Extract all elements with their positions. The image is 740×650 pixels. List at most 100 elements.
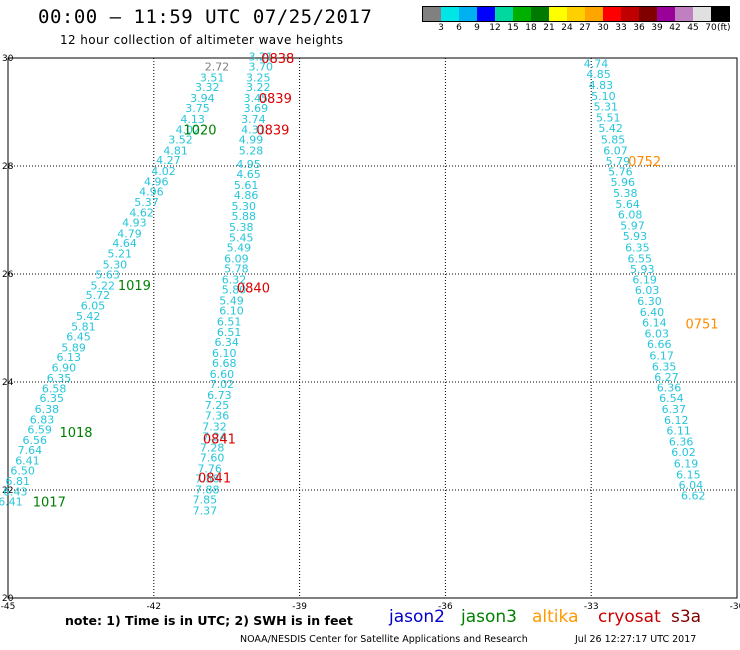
pass-time-label: 0752 (628, 155, 661, 170)
wave-height-value: 6.55 (628, 252, 653, 265)
wave-height-value: 5.79 (606, 155, 631, 168)
pass-time-label: 0841 (203, 433, 236, 448)
wave-height-value: 5.31 (594, 101, 619, 114)
wave-height-value: 6.43 (3, 486, 28, 499)
wave-height-value: 5.28 (239, 144, 264, 157)
wave-height-value: 6.68 (212, 357, 237, 370)
wave-height-value: 6.40 (640, 306, 665, 319)
pass-time-label: 1017 (33, 495, 66, 510)
pass-time-label: 0839 (259, 92, 292, 107)
wave-height-value: 6.08 (618, 209, 643, 222)
wave-height-value: 6.07 (603, 144, 628, 157)
wave-height-value: 5.21 (108, 247, 133, 260)
wave-height-value: 5.45 (229, 231, 254, 244)
wave-height-value: 6.03 (635, 284, 660, 297)
wave-height-value: 6.35 (625, 242, 650, 255)
colorbar-tick-label: 70 (705, 23, 717, 33)
colorbar-tick-label: 30 (597, 23, 609, 33)
colorbar-swatch (639, 7, 657, 21)
x-tick-label: -36 (438, 602, 453, 612)
colorbar-swatch (711, 7, 729, 21)
wave-height-value: 5.81 (71, 320, 96, 333)
wave-height-value: 3.21 (248, 50, 273, 63)
wave-height-value: 4.02 (151, 165, 176, 178)
wave-height-value: 6.41 (15, 454, 40, 467)
footer-note: note: 1) Time is in UTC; 2) SWH is in fe… (65, 613, 353, 628)
wave-height-value: 6.54 (659, 392, 684, 405)
wave-height-value: 6.59 (27, 424, 52, 437)
wave-height-value: 5.72 (86, 289, 111, 302)
wave-height-value: 7.37 (193, 505, 218, 518)
wave-height-value: 3.74 (241, 113, 266, 126)
pass-time-label: 1020 (183, 123, 216, 138)
pass-time-label: 0839 (256, 123, 289, 138)
colorbar-tick-label: 21 (543, 23, 555, 33)
wave-height-value: 6.17 (649, 350, 674, 363)
wave-height-value: 6.90 (52, 361, 77, 374)
wave-height-value: 5.88 (231, 210, 256, 223)
colorbar-swatch (531, 7, 549, 21)
pass-time-label: 0840 (237, 282, 270, 297)
colorbar-swatch (423, 7, 441, 21)
plot-frame (7, 57, 738, 599)
wave-height-value: 4.99 (239, 134, 264, 147)
wave-height-value: 3.70 (248, 61, 273, 74)
wave-height-value: 5.78 (224, 263, 249, 276)
colorbar-swatch (657, 7, 675, 21)
wave-height-value: 4.81 (163, 144, 188, 157)
wave-height-value: 5.96 (611, 176, 636, 189)
swh-colorbar (422, 6, 730, 22)
pass-time-label: 0841 (198, 472, 231, 487)
colorbar-swatch (585, 7, 603, 21)
wave-height-value: 4.65 (236, 168, 261, 181)
wave-height-value: 5.42 (76, 310, 101, 323)
wave-height-value: 6.35 (652, 360, 677, 373)
wave-height-value: 3.75 (185, 102, 210, 115)
y-tick-label: 30 (2, 54, 14, 64)
colorbar-swatch (693, 7, 711, 21)
wave-height-value: 5.49 (227, 242, 252, 255)
wave-height-value: 4.96 (144, 176, 169, 189)
y-tick-label: 20 (2, 594, 14, 604)
wave-height-value: 5.38 (229, 221, 254, 234)
y-tick-label: 24 (2, 378, 14, 388)
colorbar-tick-label: 42 (669, 23, 681, 33)
wave-height-value: 5.89 (61, 341, 86, 354)
x-tick-label: -30 (730, 602, 740, 612)
wave-height-value: 7.64 (18, 444, 43, 457)
wave-height-value: 4.95 (236, 158, 261, 171)
pass-time-label: 1018 (59, 426, 92, 441)
colorbar-tick-label: 24 (561, 23, 573, 33)
wave-height-value: 3.45 (244, 92, 269, 105)
wave-height-value: 5.63 (95, 269, 120, 282)
wave-height-value: 5.38 (613, 187, 638, 200)
wave-height-value: 5.30 (103, 258, 128, 271)
footer-timestamp: Jul 26 12:27:17 UTC 2017 (575, 634, 697, 645)
wave-height-value: 7.60 (200, 452, 225, 465)
legend-item-jason2: jason2 (389, 607, 445, 627)
wave-height-value: 5.30 (231, 200, 256, 213)
legend-item-altika: altika (532, 607, 579, 627)
legend-item-cryosat: cryosat (598, 607, 661, 627)
wave-height-value: 7.28 (200, 441, 225, 454)
wave-height-value: 6.36 (669, 435, 694, 448)
wave-height-value: 6.11 (666, 425, 691, 438)
wave-height-value: 2.72 (205, 61, 230, 74)
pass-time-label: 1019 (118, 279, 151, 294)
x-tick-label: -42 (146, 602, 161, 612)
wave-height-value: 5.42 (598, 122, 623, 135)
wave-height-value: 6.51 (217, 316, 242, 329)
wave-height-value: 6.13 (57, 351, 82, 364)
wave-height-value: 5.10 (591, 90, 616, 103)
wave-height-value: 6.14 (642, 317, 667, 330)
wave-height-value: 4.13 (180, 113, 205, 126)
wave-height-value: 6.10 (212, 347, 237, 360)
wave-height-value: 6.62 (681, 489, 706, 502)
wave-height-value: 7.25 (205, 399, 230, 412)
legend-item-s3a: s3a (671, 607, 702, 627)
colorbar-swatch (441, 7, 459, 21)
x-tick-label: -45 (1, 602, 16, 612)
colorbar-swatch (621, 7, 639, 21)
wave-height-value: 6.34 (214, 336, 239, 349)
